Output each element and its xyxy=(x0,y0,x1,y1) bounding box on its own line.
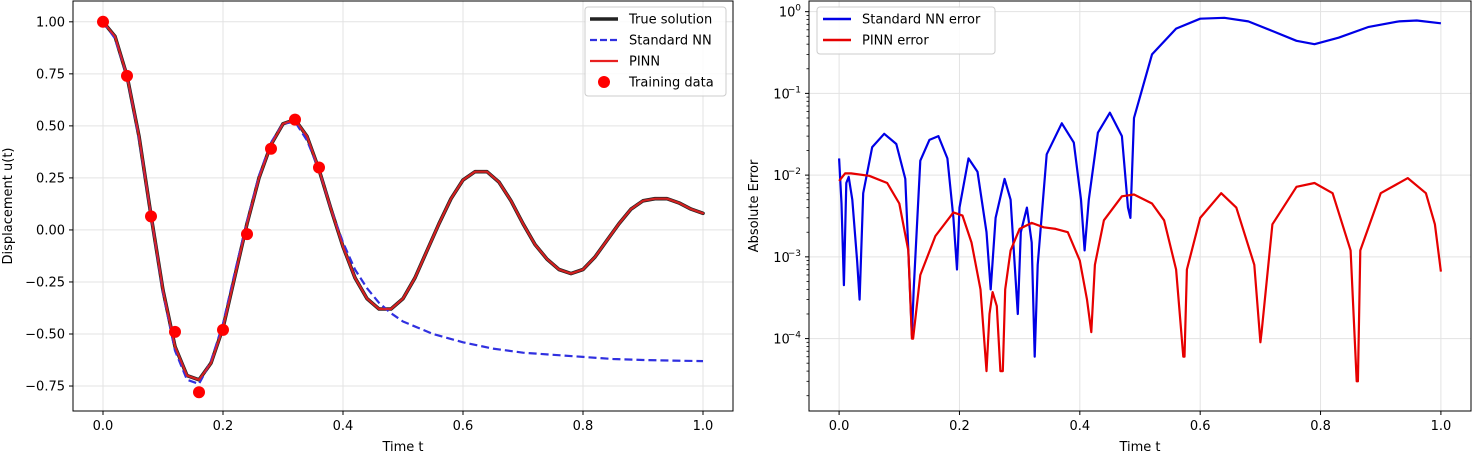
displacement-y-tick-label: 0.25 xyxy=(36,171,65,186)
error-y-tick-exponent: 0 xyxy=(795,4,801,14)
displacement-x-tick-label: 0.6 xyxy=(453,419,474,434)
error-y-tick-mantissa: 10 xyxy=(779,6,796,21)
error-axes-frame xyxy=(808,0,1472,412)
legend-marker-training-data xyxy=(598,76,610,88)
error-y-tick-label: −110 xyxy=(773,85,801,102)
legend-label-standard-nn-error: Standard NN error xyxy=(862,13,981,28)
error-y-tick-mantissa: 10 xyxy=(773,251,790,266)
error-y-tick-label: −310 xyxy=(773,249,801,266)
legend-label-true-solution: True solution xyxy=(628,13,712,28)
displacement-y-tick-label: −0.25 xyxy=(25,275,65,290)
error-x-tick-label: 0.4 xyxy=(1069,419,1090,434)
error-legend-box xyxy=(816,6,996,55)
displacement-axes-frame xyxy=(72,0,734,412)
displacement-ticks: 0.0 0.2 0.4 0.6 0.8 1.0 −0.75 −0.50 −0.25 0.00 0.2… xyxy=(25,15,713,434)
displacement-x-axis-label: Time t xyxy=(381,440,423,452)
error-y-tick-mantissa: 10 xyxy=(773,87,790,102)
training-data-point xyxy=(217,323,229,336)
displacement-chart: 0.0 0.2 0.4 0.6 0.8 1.0 −0.75 −0.50 −0.25 0.00 0.2… xyxy=(1,0,734,452)
displacement-x-tick-label: 0.0 xyxy=(93,419,114,434)
training-data-point xyxy=(193,386,205,399)
displacement-plot-area xyxy=(97,15,705,399)
error-y-tick-exponent: −1 xyxy=(788,85,801,95)
training-data-point xyxy=(289,113,301,126)
displacement-x-tick-label: 0.2 xyxy=(213,419,234,434)
error-y-tick-exponent: −4 xyxy=(788,331,802,341)
displacement-y-axis-label: Displacement u(t) xyxy=(1,148,16,265)
displacement-x-tick-label: 0.8 xyxy=(573,419,594,434)
error-y-axis-label: Absolute Error xyxy=(747,159,762,252)
error-x-tick-label: 0.0 xyxy=(829,419,850,434)
series-line-pinn xyxy=(101,20,705,381)
displacement-y-tick-label: −0.75 xyxy=(25,380,65,395)
series-line-pinn-error xyxy=(838,172,1442,383)
training-data-point xyxy=(169,325,181,338)
error-y-tick-mantissa: 10 xyxy=(773,169,790,184)
error-x-tick-label: 0.8 xyxy=(1310,419,1331,434)
displacement-y-tick-label: −0.50 xyxy=(25,327,65,342)
displacement-x-tick-label: 1.0 xyxy=(693,419,714,434)
training-data-point xyxy=(313,161,325,174)
error-y-tick-label: −410 xyxy=(773,331,801,348)
error-y-tick-label: −210 xyxy=(773,167,801,184)
series-line-standard-nn-error xyxy=(838,16,1442,358)
error-x-axis-label: Time t xyxy=(1118,440,1160,452)
training-data-point xyxy=(121,69,133,82)
legend-label-pinn-error: PINN error xyxy=(862,34,929,49)
error-y-tick-label: 010 xyxy=(779,4,801,21)
displacement-y-tick-label: 0.00 xyxy=(36,223,65,238)
error-y-tick-mantissa: 10 xyxy=(773,333,790,348)
displacement-y-tick-label: 0.50 xyxy=(36,119,65,134)
training-data-point xyxy=(265,142,277,155)
legend-label-training-data: Training data xyxy=(628,76,714,91)
error-x-tick-label: 0.2 xyxy=(949,419,970,434)
error-y-tick-exponent: −2 xyxy=(788,167,801,177)
training-data-point xyxy=(97,15,109,28)
training-data-point xyxy=(145,210,157,223)
displacement-x-tick-label: 0.4 xyxy=(333,419,354,434)
displacement-y-tick-label: 0.75 xyxy=(36,67,65,82)
displacement-legend: True solution Standard NN PINN Training dat… xyxy=(584,6,727,97)
error-y-tick-exponent: −3 xyxy=(788,249,801,259)
displacement-legend-box xyxy=(584,6,727,97)
error-x-tick-label: 0.6 xyxy=(1190,419,1211,434)
legend-label-standard-nn: Standard NN xyxy=(629,34,712,49)
displacement-y-tick-label: 1.00 xyxy=(36,15,65,30)
legend-label-pinn: PINN xyxy=(629,55,660,70)
error-legend: Standard NN error PINN error xyxy=(816,6,996,55)
error-x-tick-label: 1.0 xyxy=(1431,419,1452,434)
error-plot-area xyxy=(838,16,1442,383)
training-data-point xyxy=(241,228,253,241)
